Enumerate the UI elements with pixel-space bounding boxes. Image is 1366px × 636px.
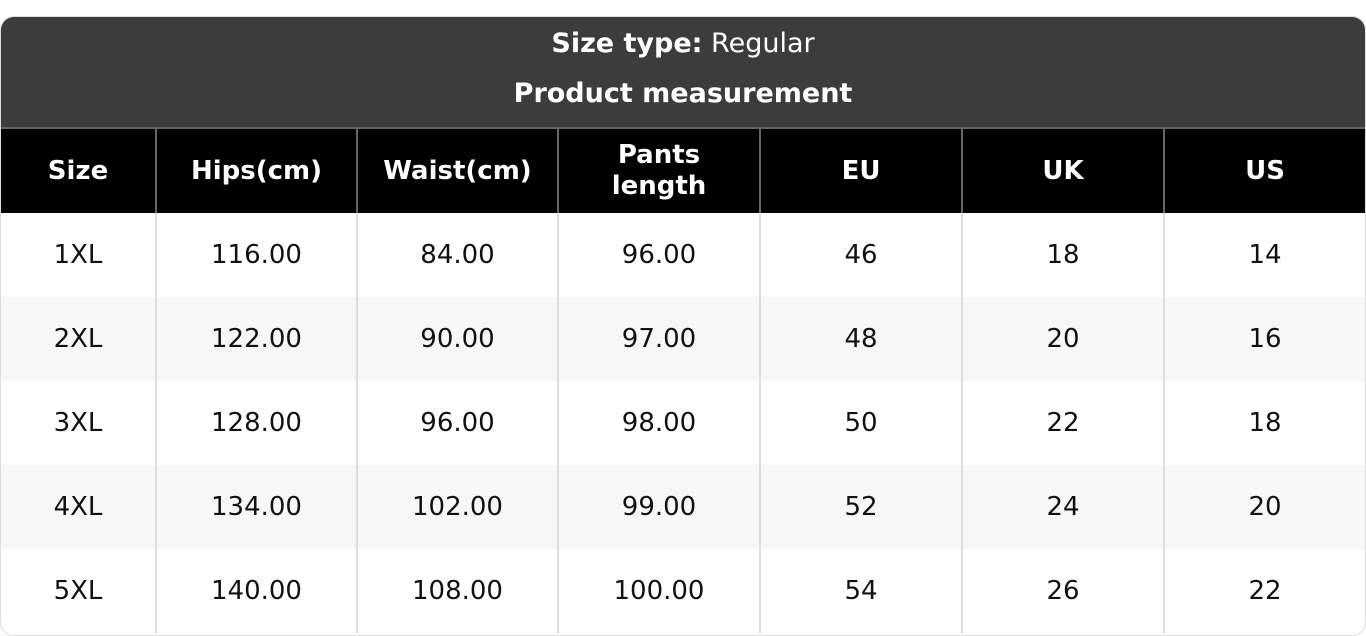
table-cell: 4XL — [1, 465, 156, 549]
table-cell: 1XL — [53, 240, 103, 270]
table-cell: 128.00 — [155, 381, 357, 465]
table-cell: 96.00 — [356, 381, 558, 465]
column-header: EU — [759, 129, 962, 213]
table-row: 4XL 134.00 102.00 99.00 52 24 20 — [1, 465, 1365, 549]
table-cell: 2XL — [1, 297, 156, 381]
table-cell: 46 — [759, 213, 962, 297]
table-cell: 22 — [1163, 549, 1365, 633]
table-cell: 22 — [961, 381, 1164, 465]
size-table: Size Hips(cm) Waist(cm) Pants length EU UK US … — [1, 129, 1365, 633]
table-cell: 140.00 — [155, 549, 357, 633]
size-type-label: Size type: — [551, 28, 703, 59]
table-cell: 122.00 — [155, 297, 357, 381]
table-cell: 20 — [1163, 465, 1365, 549]
table-cell: 52 — [759, 465, 962, 549]
table-cell: 14 — [1163, 213, 1365, 297]
table-row: 2XL 122.00 90.00 97.00 48 20 16 — [1, 297, 1365, 381]
table-cell: 102.00 — [356, 465, 558, 549]
table-row: 5XL 140.00 108.00 100.00 54 26 22 — [1, 549, 1365, 633]
table-row: 1XL 116.00 84.00 96.00 46 18 14 — [1, 213, 1365, 297]
column-header: Waist(cm) — [356, 129, 558, 213]
table-cell: 20 — [961, 297, 1164, 381]
table-header-row: Size Hips(cm) Waist(cm) Pants length EU UK US — [1, 129, 1365, 213]
size-type-value: Regular — [711, 28, 815, 59]
table-cell: 96.00 — [557, 213, 760, 297]
table-cell: 18 — [961, 213, 1164, 297]
table-cell: 84.00 — [356, 213, 558, 297]
table-cell: 90.00 — [356, 297, 558, 381]
table-cell: 134.00 — [155, 465, 357, 549]
column-header: Size — [1, 129, 156, 213]
column-header: US — [1163, 129, 1365, 213]
table-cell: 16 — [1163, 297, 1365, 381]
table-cell: 97.00 — [557, 297, 760, 381]
table-cell: 18 — [1163, 381, 1365, 465]
table-title: Product measurement — [513, 78, 853, 109]
table-cell: 48 — [759, 297, 962, 381]
size-chart-header: Size type: Regular Product measurement — [1, 17, 1365, 129]
size-type: Size type: Regular — [1, 17, 1365, 73]
table-cell: 54 — [759, 549, 962, 633]
table-row: 3XL 128.00 96.00 98.00 50 22 18 — [1, 381, 1365, 465]
table-cell: 26 — [961, 549, 1164, 633]
table-cell: 116.00 — [155, 213, 357, 297]
table-cell: 24 — [961, 465, 1164, 549]
table-cell: 108.00 — [356, 549, 558, 633]
table-cell: 50 — [759, 381, 962, 465]
table-cell: 100.00 — [557, 549, 760, 633]
table-cell: 5XL — [53, 576, 103, 606]
table-cell: 99.00 — [557, 465, 760, 549]
column-header: UK — [961, 129, 1164, 213]
table-cell: 98.00 — [557, 381, 760, 465]
column-header: Hips(cm) — [155, 129, 357, 213]
table-cell: 3XL — [53, 408, 103, 438]
column-header: Pants length — [557, 129, 760, 213]
size-chart-card: Size type: Regular Product measurement S… — [0, 16, 1366, 636]
